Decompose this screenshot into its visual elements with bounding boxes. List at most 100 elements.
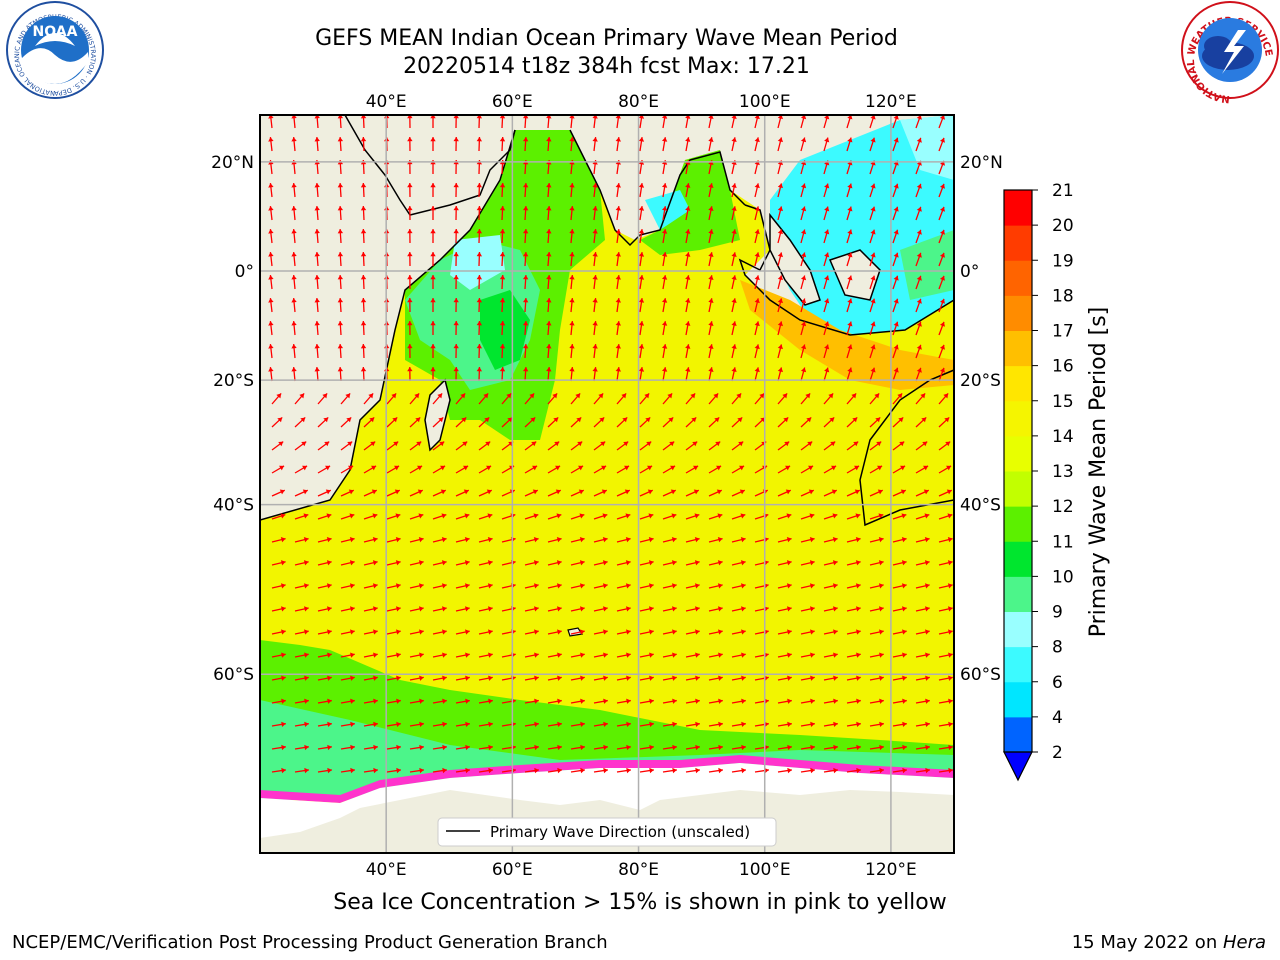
wave-arrow — [823, 698, 838, 704]
wave-arrow — [386, 675, 401, 681]
wave-arrow — [314, 136, 320, 152]
wave-arrow — [570, 537, 585, 543]
wave-arrow — [317, 560, 332, 566]
wave-arrow — [639, 537, 654, 543]
wave-arrow — [938, 252, 945, 267]
wave-arrow — [777, 652, 792, 658]
wave-arrow — [800, 744, 815, 751]
wave-arrow — [314, 251, 320, 267]
colorbar-segment — [1004, 681, 1032, 718]
wave-arrow — [616, 441, 629, 451]
wave-arrow — [547, 392, 558, 405]
wave-arrow — [524, 652, 539, 658]
wave-arrow — [453, 205, 459, 221]
wave-arrow — [754, 115, 760, 129]
wave-arrow — [915, 321, 922, 336]
wave-arrow — [432, 583, 447, 589]
wave-arrow — [938, 583, 953, 589]
wave-arrow — [271, 629, 286, 635]
wave-arrow — [268, 367, 274, 382]
wave-arrow — [592, 344, 598, 359]
wave-arrow — [915, 675, 930, 681]
wave-arrow — [546, 366, 552, 382]
wave-arrow — [524, 629, 539, 635]
colorbar-segment — [1004, 400, 1032, 437]
wave-arrow — [340, 489, 355, 497]
colorbar: 2 4 6 8 9 10 11 12 13 14 15 16 17 18 19 20 21 — [1003, 181, 1074, 782]
wave-arrow — [432, 416, 444, 428]
wave-arrow — [432, 698, 447, 704]
wave-arrow — [869, 115, 876, 129]
wave-arrow — [547, 560, 562, 566]
wave-arrow — [708, 441, 721, 451]
lat-label-left: 0° — [235, 262, 254, 282]
wave-arrow — [569, 137, 575, 152]
wave-arrow — [938, 321, 945, 336]
wave-arrow — [685, 392, 696, 405]
colorbar-tick: 21 — [1052, 181, 1074, 201]
wave-arrow — [501, 416, 513, 428]
wave-arrow — [915, 537, 930, 543]
wave-arrow — [777, 513, 792, 520]
colorbar-tick: 17 — [1052, 322, 1074, 342]
graticule — [260, 115, 954, 853]
lon-label-bottom: 60°E — [492, 860, 533, 880]
wave-arrow — [777, 392, 788, 405]
credit-line: NCEP/EMC/Verification Post Processing Pr… — [12, 932, 608, 953]
wave-arrow — [407, 251, 413, 267]
wave-arrow — [869, 441, 882, 451]
wave-arrow — [455, 560, 470, 566]
wave-arrow — [661, 367, 668, 382]
wave-arrow — [317, 513, 332, 520]
wave-arrow — [386, 537, 401, 543]
wave-arrow — [938, 275, 945, 290]
wave-arrow — [455, 767, 470, 774]
wave-arrow — [314, 182, 320, 198]
wave-arrow — [938, 513, 953, 520]
wave-arrow — [268, 252, 274, 267]
wave-arrow — [661, 275, 668, 290]
wave-arrow — [317, 698, 332, 704]
wave-arrow — [938, 767, 953, 774]
wave-arrow — [570, 465, 584, 474]
wave-arrow — [455, 465, 469, 474]
wave-arrow — [662, 583, 677, 589]
wave-arrow — [846, 183, 853, 198]
map-tick-labels: 40°E 40°E 60°E 60°E 80°E 80°E 100°E 100°E 120°E 1… — [211, 92, 1003, 880]
wave-arrow — [915, 767, 930, 774]
wave-arrow — [478, 767, 493, 774]
wave-arrow — [453, 115, 459, 129]
wave-arrow — [639, 652, 654, 658]
wave-arrow — [823, 183, 830, 198]
wave-arrow — [846, 229, 853, 244]
lat-label-right: 60°S — [960, 665, 1001, 685]
wave-arrow — [386, 416, 398, 428]
wave-arrow — [337, 136, 344, 152]
wave-arrow — [314, 274, 320, 290]
colorbar-tick: 6 — [1052, 673, 1063, 693]
wave-arrow — [360, 205, 367, 221]
wave-arrow — [337, 228, 344, 244]
wave-arrow — [363, 513, 378, 520]
wave-arrow — [455, 652, 470, 658]
wave-arrow — [639, 465, 653, 474]
wave-arrow — [616, 560, 631, 566]
wave-arrow — [708, 629, 723, 635]
wave-arrow — [268, 137, 274, 152]
wave-arrow — [522, 297, 529, 313]
wave-arrow — [499, 320, 506, 336]
wave-arrow — [616, 416, 628, 428]
wave-arrow — [570, 416, 582, 428]
wave-arrow — [731, 137, 737, 152]
wave-arrow — [731, 441, 744, 451]
colorbar-segment — [1004, 330, 1032, 367]
wave-arrow — [476, 297, 483, 313]
wave-arrow — [938, 441, 951, 451]
wave-arrow — [592, 367, 598, 382]
wave-arrow — [291, 252, 297, 267]
wave-arrow — [823, 137, 830, 152]
wave-arrow — [271, 416, 283, 428]
wave-arrow — [938, 137, 945, 152]
wave-arrow — [430, 228, 436, 244]
wave-arrow — [407, 136, 413, 152]
